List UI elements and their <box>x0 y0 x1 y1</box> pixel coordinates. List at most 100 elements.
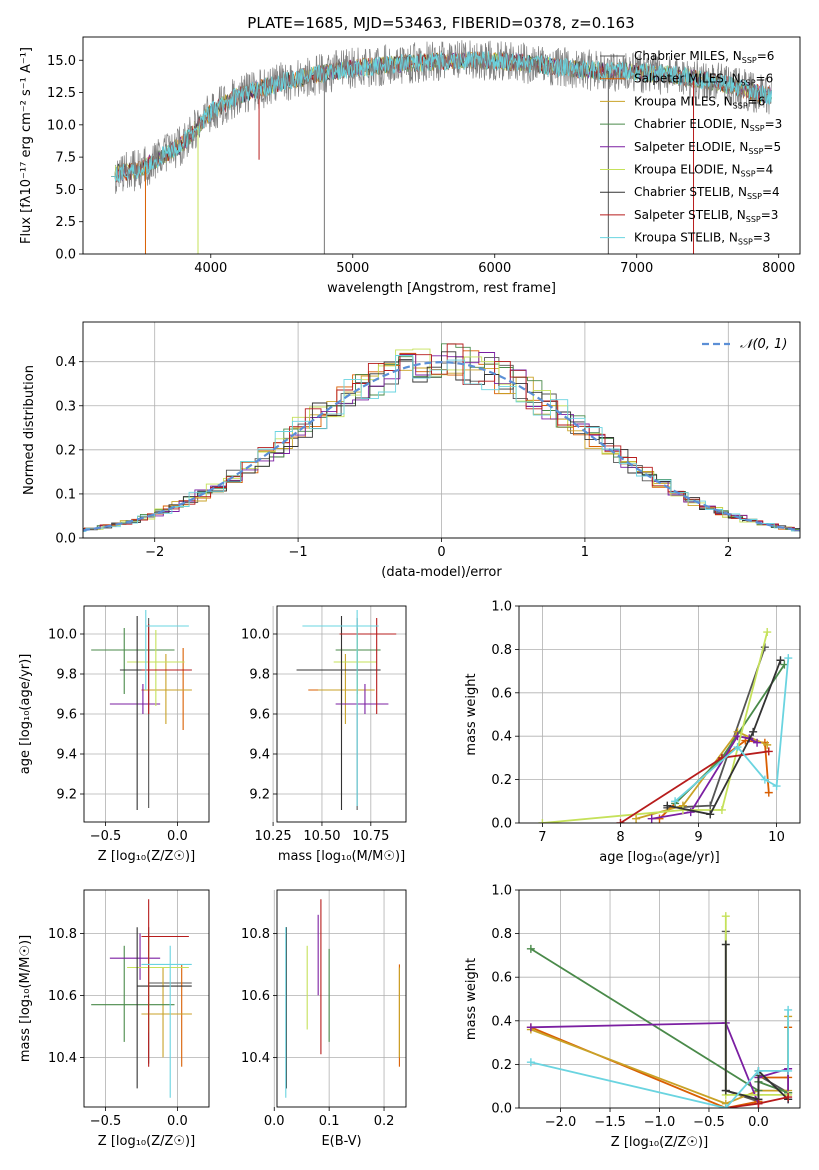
y-tick-label: 0.3 <box>55 399 76 414</box>
y-tick-label: 0.2 <box>491 773 512 788</box>
y-tick-label: 0.8 <box>491 927 512 942</box>
x-axis-label: (data-model)/error <box>381 565 502 580</box>
x-tick-label: 0.1 <box>319 1114 340 1129</box>
weight-marker <box>721 912 730 921</box>
y-tick-label: 10.4 <box>48 1051 77 1066</box>
y-tick-label: 0.6 <box>491 686 512 701</box>
legend-subscript: SSP <box>742 56 757 65</box>
y-axis-label: Flux [fλ10⁻¹⁷ erg cm⁻² s⁻¹ A⁻¹] <box>19 47 34 244</box>
legend-sep: , N <box>724 72 741 86</box>
y-axis-label: mass weight <box>464 958 479 1040</box>
legend-subscript: SSP <box>748 147 763 156</box>
legend-nssp: =6 <box>757 49 775 63</box>
legend-subscript: SSP <box>741 170 756 179</box>
legend-nssp: =3 <box>753 231 771 245</box>
x-tick-label: 0.0 <box>748 1115 769 1130</box>
panel-mass_vs_ebv: 0.0 0.1 0.2 10.4 10.6 10.8 E(B-V) <box>241 889 407 1149</box>
weight-marker <box>784 1005 793 1014</box>
y-tick-label: 9.2 <box>249 788 270 803</box>
errorbar-series <box>91 610 192 810</box>
legend-subscript: SSP <box>741 79 756 88</box>
axes-frame <box>83 605 210 823</box>
x-tick-label: 7 <box>538 830 546 845</box>
axes-frame <box>518 889 801 1109</box>
x-tick-label: −2.0 <box>545 1115 577 1130</box>
histogram-series <box>83 343 800 533</box>
y-tick-label: 9.4 <box>56 748 77 763</box>
y-tick-label: 0.4 <box>491 730 512 745</box>
legend-nssp: =4 <box>762 185 780 199</box>
legend-name: Chabrier ELODIE <box>634 117 733 131</box>
y-tick-label: 0.2 <box>55 443 76 458</box>
weight-line <box>542 631 769 823</box>
weight-marker <box>671 797 680 806</box>
x-axis-label: Z [log₁₀(Z/Z☉)] <box>98 849 195 864</box>
weight-marker <box>776 656 785 665</box>
y-tick-label: 9.8 <box>249 668 270 683</box>
axes-frame <box>82 321 801 539</box>
x-axis-label: wavelength [Angstrom, rest frame] <box>327 281 556 296</box>
weight-marker <box>749 727 758 736</box>
y-axis-label: Normed distribution <box>22 365 37 495</box>
x-tick-label: 5000 <box>336 261 369 276</box>
y-tick-label: 10.4 <box>241 1051 270 1066</box>
legend-label: Chabrier MILES, NSSP=6 <box>634 49 774 65</box>
legend-label: Kroupa STELIB, NSSP=3 <box>634 231 771 247</box>
panel-weight_vs_Z: −2.0 −1.5 −1.0 −0.5 0.0 0.0 0.2 0.4 0.6 0.8 1.0 Z [… <box>464 884 801 1150</box>
legend-name: Salpeter MILES <box>634 72 724 86</box>
legend-label: Kroupa MILES, NSSP=6 <box>634 94 765 110</box>
weight-marker <box>526 1023 535 1032</box>
legend-name: Salpeter STELIB <box>634 208 729 222</box>
axes-frame <box>276 889 407 1108</box>
y-axis-label: mass [log₁₀(M/M☉)] <box>18 935 33 1062</box>
legend-label: Chabrier STELIB, NSSP=4 <box>634 185 780 201</box>
legend-label: Kroupa ELODIE, NSSP=4 <box>634 163 773 179</box>
weight-marker <box>763 628 772 637</box>
weight-marker <box>721 940 730 949</box>
legend-label: 𝒩(0, 1) <box>740 337 787 352</box>
weight-marker <box>784 1066 793 1075</box>
y-tick-label: 0.4 <box>55 355 76 370</box>
x-tick-label: −0.5 <box>90 829 122 844</box>
y-tick-label: 9.6 <box>249 708 270 723</box>
x-tick-label: −1.5 <box>594 1115 626 1130</box>
y-tick-label: 7.5 <box>55 151 76 166</box>
legend-name: Kroupa MILES <box>634 94 716 108</box>
weight-marker <box>663 801 672 810</box>
y-tick-label: 0.0 <box>55 532 76 547</box>
x-tick-label: 8 <box>616 830 624 845</box>
legend-name: Chabrier STELIB <box>634 185 730 199</box>
weight-line <box>724 916 789 1096</box>
y-tick-label: 1.0 <box>491 600 512 615</box>
legend-subscript: SSP <box>733 101 748 110</box>
x-tick-label: 10.25 <box>254 829 291 844</box>
x-axis-label: mass [log₁₀(M/M☉)] <box>278 849 405 864</box>
axes-frame <box>518 605 801 824</box>
legend-sep: , N <box>733 117 750 131</box>
model-spectrum <box>111 51 772 183</box>
x-tick-label: 2 <box>724 545 732 560</box>
legend-label: Chabrier ELODIE, NSSP=3 <box>634 117 782 133</box>
legend-sep: , N <box>716 94 733 108</box>
y-tick-label: 0.2 <box>491 1058 512 1073</box>
x-tick-label: −0.5 <box>90 1114 122 1129</box>
axes-frame <box>82 36 801 255</box>
weight-marker <box>760 775 769 784</box>
x-axis-label: E(B-V) <box>321 1134 361 1149</box>
figure-title: PLATE=1685, MJD=53463, FIBERID=0378, z=0… <box>247 14 634 32</box>
x-tick-label: 7000 <box>620 261 653 276</box>
legend-name: Chabrier MILES <box>634 49 725 63</box>
weight-marker <box>764 788 773 797</box>
panel-age_vs_Z: −0.5 0.0 9.2 9.4 9.6 9.8 10.0 Z [log₁₀(Z/Z☉)] ag… <box>18 605 210 864</box>
weight-line <box>667 659 782 816</box>
y-tick-label: 10.6 <box>48 989 77 1004</box>
legend-subscript: SSP <box>750 124 765 133</box>
weight-marker <box>754 1099 763 1108</box>
y-tick-label: 0.1 <box>55 487 76 502</box>
legend-subscript: SSP <box>747 192 762 201</box>
x-tick-label: 8000 <box>762 261 795 276</box>
y-tick-label: 9.6 <box>56 708 77 723</box>
x-axis-label: Z [log₁₀(Z/Z☉)] <box>98 1134 195 1149</box>
weight-marker <box>753 738 762 747</box>
weight-marker <box>717 805 726 814</box>
